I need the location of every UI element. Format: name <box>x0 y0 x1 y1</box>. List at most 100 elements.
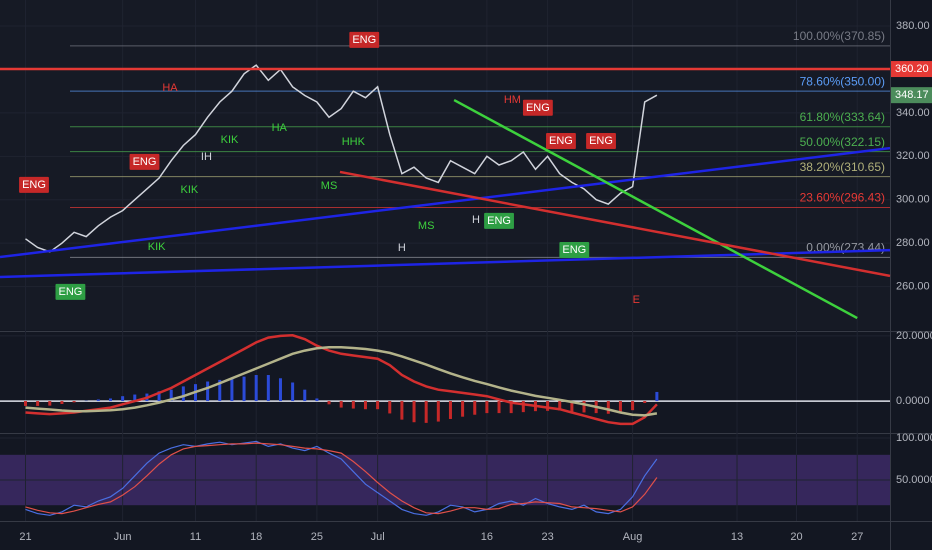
x-tick-label: Aug <box>623 531 643 543</box>
pattern-label: ENG <box>59 286 83 298</box>
histogram-bar <box>400 401 404 420</box>
fib-level-label: 23.60%(296.43) <box>800 191 885 205</box>
indicator-line <box>25 334 658 426</box>
histogram-bar <box>521 401 525 413</box>
fib-level-label: 78.60%(350.00) <box>800 74 885 88</box>
pattern-label: ENG <box>526 102 550 114</box>
x-tick-label: Jul <box>371 531 385 543</box>
histogram-bar <box>181 386 185 402</box>
pattern-label: ENG <box>549 135 573 147</box>
histogram-bar <box>48 401 52 406</box>
pattern-label: HA <box>272 122 288 134</box>
price-tag <box>891 61 932 78</box>
pattern-label: H <box>398 242 406 254</box>
pattern-label-box <box>522 99 553 116</box>
indicator-line <box>25 346 658 417</box>
histogram-bar <box>242 376 246 402</box>
histogram-bar <box>558 401 562 411</box>
histogram-bar <box>546 401 550 411</box>
price-tag <box>891 87 932 104</box>
price-tag-label: 348.17 <box>895 89 929 101</box>
x-tick-label: 18 <box>250 531 262 543</box>
histogram-bar <box>509 401 513 414</box>
histogram-bar <box>60 401 64 404</box>
histogram-bar <box>230 378 234 402</box>
histogram-bar <box>303 389 307 402</box>
y-tick-label: 260.00 <box>896 280 930 292</box>
histogram-bar <box>327 401 331 405</box>
histogram-bar <box>412 401 416 423</box>
price-tag-label: 360.20 <box>895 63 929 75</box>
histogram-bar <box>291 382 295 402</box>
pattern-label: KIK <box>148 241 166 253</box>
histogram-bar <box>473 401 477 415</box>
histogram-bar <box>206 381 210 402</box>
indicator-line <box>25 440 658 516</box>
histogram-bar <box>655 391 659 402</box>
x-tick-label: 27 <box>851 531 863 543</box>
histogram-bar <box>157 391 161 402</box>
pattern-label-box <box>546 133 576 150</box>
x-tick-label: 23 <box>541 531 553 543</box>
pattern-label: IH <box>201 151 212 163</box>
x-tick-label: 16 <box>481 531 493 543</box>
price-line <box>25 64 658 253</box>
y-tick-label: 50.0000 <box>896 474 932 486</box>
histogram-bar <box>23 401 27 406</box>
histogram-bar <box>121 396 125 402</box>
pattern-label: KIK <box>181 184 199 196</box>
histogram-bar <box>72 401 76 403</box>
trend-line <box>339 170 891 278</box>
trend-line <box>453 98 858 320</box>
y-tick-label: 0.0000 <box>896 395 930 407</box>
fib-level-label: 50.00%(322.15) <box>800 135 885 149</box>
pattern-label: ENG <box>589 135 613 147</box>
histogram-bar <box>169 389 173 402</box>
histogram-bar <box>448 401 452 419</box>
fib-level-label: 38.20%(310.65) <box>800 160 885 174</box>
histogram-bar <box>461 401 465 417</box>
x-tick-label: 21 <box>19 531 31 543</box>
pattern-label: ENG <box>22 179 46 191</box>
pattern-label: ENG <box>562 244 586 256</box>
histogram-bar <box>96 399 100 402</box>
y-tick-label: 20.0000 <box>896 330 932 342</box>
pattern-label-box <box>586 133 616 150</box>
pattern-label-box <box>559 242 590 259</box>
pattern-label: H <box>472 214 480 226</box>
pattern-label: HM <box>504 94 521 106</box>
pattern-label: E <box>633 294 640 306</box>
histogram-bar <box>618 401 622 413</box>
histogram-bar <box>606 401 610 414</box>
histogram-bar <box>424 401 428 423</box>
pattern-label-box <box>484 212 514 229</box>
pattern-label: MS <box>321 180 338 192</box>
histogram-bar <box>376 401 380 410</box>
y-tick-label: 380.00 <box>896 20 930 32</box>
histogram-bar <box>266 375 270 402</box>
pattern-label: KIK <box>221 134 239 146</box>
pattern-label-box <box>19 176 49 193</box>
pattern-label-box <box>349 31 380 48</box>
pattern-label: ENG <box>487 215 511 227</box>
y-tick-label: 280.00 <box>896 237 930 249</box>
pattern-label: HA <box>162 82 178 94</box>
pattern-label-box <box>129 153 160 170</box>
x-tick-label: 11 <box>190 531 201 543</box>
pattern-label: HHK <box>342 136 366 148</box>
histogram-bar <box>108 398 112 402</box>
histogram-bar <box>36 401 40 406</box>
histogram-bar <box>278 378 282 402</box>
pattern-label-box <box>55 283 86 300</box>
pattern-label: MS <box>418 220 435 232</box>
trend-line <box>0 146 891 259</box>
histogram-bar <box>631 401 635 411</box>
pattern-label: ENG <box>352 34 376 46</box>
x-tick-label: 13 <box>731 531 743 543</box>
histogram-bar <box>339 401 343 408</box>
indicator-line <box>25 442 658 515</box>
y-tick-label: 100.0000 <box>896 432 932 444</box>
x-tick-label: 25 <box>311 531 323 543</box>
histogram-bar <box>351 401 355 409</box>
